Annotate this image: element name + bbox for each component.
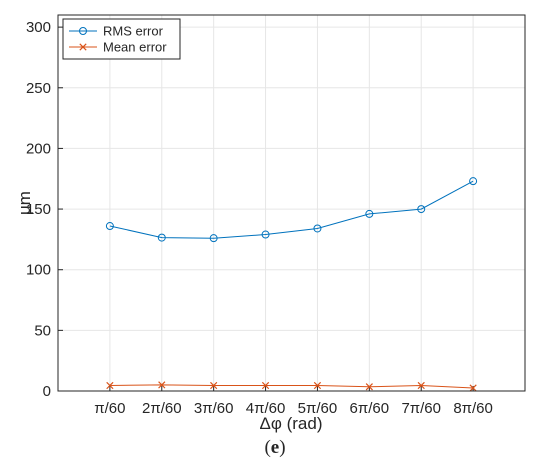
data-point-mean-error	[365, 383, 373, 391]
y-tick-label: 100	[26, 262, 51, 279]
y-tick-label: 50	[34, 322, 51, 339]
data-point-rms-error	[417, 205, 426, 214]
y-tick-label: 200	[26, 140, 51, 157]
data-point-rms-error	[157, 233, 166, 242]
line-chart: 0 50 100 150 200 250 300 π/60 2π/60 3π/60 4π/60 5π…	[15, 14, 526, 433]
y-tick-label: 150	[26, 201, 51, 218]
y-tick-label: 0	[43, 383, 51, 400]
legend-marker-rms-error	[79, 27, 87, 35]
data-point-rms-error	[105, 222, 114, 231]
data-point-rms-error	[469, 177, 478, 186]
caption-open: (	[264, 437, 271, 458]
series-line-rms-error	[109, 180, 474, 239]
plot-area	[58, 15, 525, 391]
y-tick-label: 300	[26, 19, 51, 36]
x-axis-label: Δφ (rad)	[260, 414, 323, 433]
x-tick-label: 8π/60	[453, 400, 493, 417]
grid-lines	[58, 15, 525, 392]
data-point-mean-error	[210, 381, 218, 390]
data-point-mean-error	[261, 381, 270, 390]
data-point-mean-error	[106, 381, 114, 390]
data-point-rms-error	[313, 224, 322, 233]
caption-close: )	[279, 437, 286, 458]
legend-label-mean-error: Mean error	[103, 40, 167, 55]
x-tick-label: π/60	[94, 400, 125, 417]
x-tick-label: 7π/60	[401, 400, 441, 417]
series-group	[105, 177, 478, 392]
x-tick-label: 2π/60	[142, 400, 182, 417]
data-point-mean-error	[469, 384, 477, 392]
data-point-mean-error	[313, 381, 322, 390]
plot-frame	[57, 14, 526, 392]
legend-label-rms-error: RMS error	[103, 24, 164, 39]
legend-marker-mean-error	[79, 43, 87, 51]
caption-letter: e	[270, 437, 280, 458]
x-tick-label: 5π/60	[298, 400, 338, 417]
data-point-mean-error	[417, 381, 425, 390]
x-axis-ticks: π/60 2π/60 3π/60 4π/60 5π/60 6π/60 7π/60 8π/60	[94, 386, 493, 417]
series-line-mean-error	[109, 384, 474, 389]
y-tick-label: 250	[26, 80, 51, 97]
x-tick-label: 6π/60	[350, 400, 390, 417]
data-point-rms-error	[261, 230, 270, 239]
data-point-mean-error	[158, 381, 166, 389]
figure-caption: (e)	[0, 437, 550, 459]
data-point-rms-error	[209, 234, 218, 243]
x-tick-label: 4π/60	[246, 400, 286, 417]
data-point-rms-error	[365, 209, 374, 218]
x-tick-label: 3π/60	[194, 400, 234, 417]
y-axis-ticks: 0 50 100 150 200 250 300	[26, 19, 63, 400]
legend-box	[62, 18, 181, 60]
y-axis-label: μm	[15, 191, 34, 215]
